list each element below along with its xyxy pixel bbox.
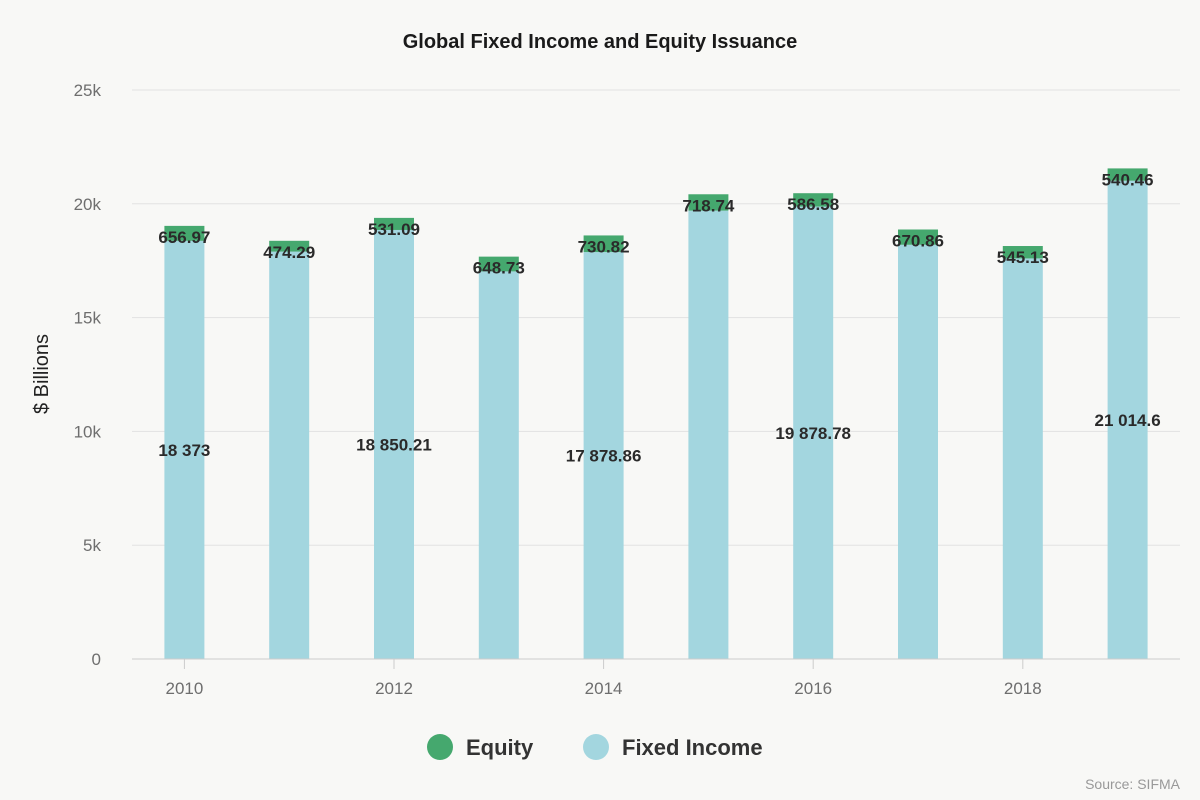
bar-equity-2014 xyxy=(583,235,624,253)
y-tick-label: 25k xyxy=(74,81,102,100)
data-label-fixed-income-2010: 18 373 xyxy=(158,441,210,460)
data-label-equity-2018: 545.13 xyxy=(997,248,1049,267)
x-tick-label: 2012 xyxy=(375,679,413,698)
x-tick-label: 2010 xyxy=(165,679,203,698)
bar-equity-2011 xyxy=(269,240,310,252)
data-label-equity-2011: 474.29 xyxy=(263,243,315,262)
data-label-equity-2017: 670.86 xyxy=(892,231,944,250)
y-tick-label: 5k xyxy=(83,536,101,555)
legend-swatch-fixed-income xyxy=(583,734,609,760)
y-tick-label: 10k xyxy=(74,422,102,441)
bar-equity-2015 xyxy=(688,194,729,211)
data-label-equity-2016: 586.58 xyxy=(787,195,839,214)
bar-equity-2017 xyxy=(898,229,938,245)
data-label-fixed-income-2019: 21 014.6 xyxy=(1095,411,1161,430)
legend-swatch-equity xyxy=(427,734,453,760)
legend-label-fixed-income[interactable]: Fixed Income xyxy=(622,735,763,760)
bar-fixed-income-2018 xyxy=(1002,258,1043,659)
chart-title: Global Fixed Income and Equity Issuance xyxy=(403,31,798,53)
data-label-fixed-income-2014: 17 878.86 xyxy=(566,447,642,466)
y-tick-label: 15k xyxy=(74,309,102,328)
y-axis-label: $ Billions xyxy=(31,334,53,414)
bar-fixed-income-2019 xyxy=(1107,180,1148,659)
bar-equity-2012 xyxy=(374,217,414,230)
data-label-fixed-income-2012: 18 850.21 xyxy=(356,435,432,454)
bars-layer xyxy=(164,168,1148,660)
bar-fixed-income-2016 xyxy=(793,206,834,659)
data-label-equity-2014: 730.82 xyxy=(578,237,630,256)
x-tick-label: 2014 xyxy=(585,679,623,698)
bar-fixed-income-2012 xyxy=(374,229,414,659)
y-tick-label: 0 xyxy=(92,650,101,669)
y-tick-label: 20k xyxy=(74,195,102,214)
bar-equity-2010 xyxy=(164,225,205,241)
data-label-equity-2012: 531.09 xyxy=(368,220,420,239)
bar-equity-2016 xyxy=(793,193,834,207)
x-tick-label: 2016 xyxy=(794,679,832,698)
x-tick-label: 2018 xyxy=(1004,679,1042,698)
bar-fixed-income-2011 xyxy=(269,251,310,659)
bar-equity-2013 xyxy=(478,256,519,272)
data-label-fixed-income-2016: 19 878.78 xyxy=(775,424,851,443)
source-credit: Source: SIFMA xyxy=(1085,776,1181,792)
legend-label-equity[interactable]: Equity xyxy=(466,735,534,760)
x-axis: 2010 2012 2014 2016 2018 xyxy=(132,658,1180,698)
data-label-equity-2013: 648.73 xyxy=(473,259,525,278)
bar-fixed-income-2013 xyxy=(478,271,519,659)
bar-fixed-income-2017 xyxy=(898,244,938,659)
data-label-equity-2019: 540.46 xyxy=(1102,170,1154,189)
bar-fixed-income-2010 xyxy=(164,240,205,660)
data-label-equity-2010: 656.97 xyxy=(158,228,210,247)
bar-fixed-income-2014 xyxy=(583,252,624,659)
bar-equity-2019 xyxy=(1107,168,1148,181)
bar-equity-2018 xyxy=(1002,246,1043,259)
data-label-equity-2015: 718.74 xyxy=(682,196,735,215)
bar-fixed-income-2015 xyxy=(688,210,729,660)
data-labels-layer: 18 373 656.97 474.29 18 850.21 531.09 648.73 1… xyxy=(158,170,1160,465)
legend: Equity Fixed Income xyxy=(427,734,763,760)
